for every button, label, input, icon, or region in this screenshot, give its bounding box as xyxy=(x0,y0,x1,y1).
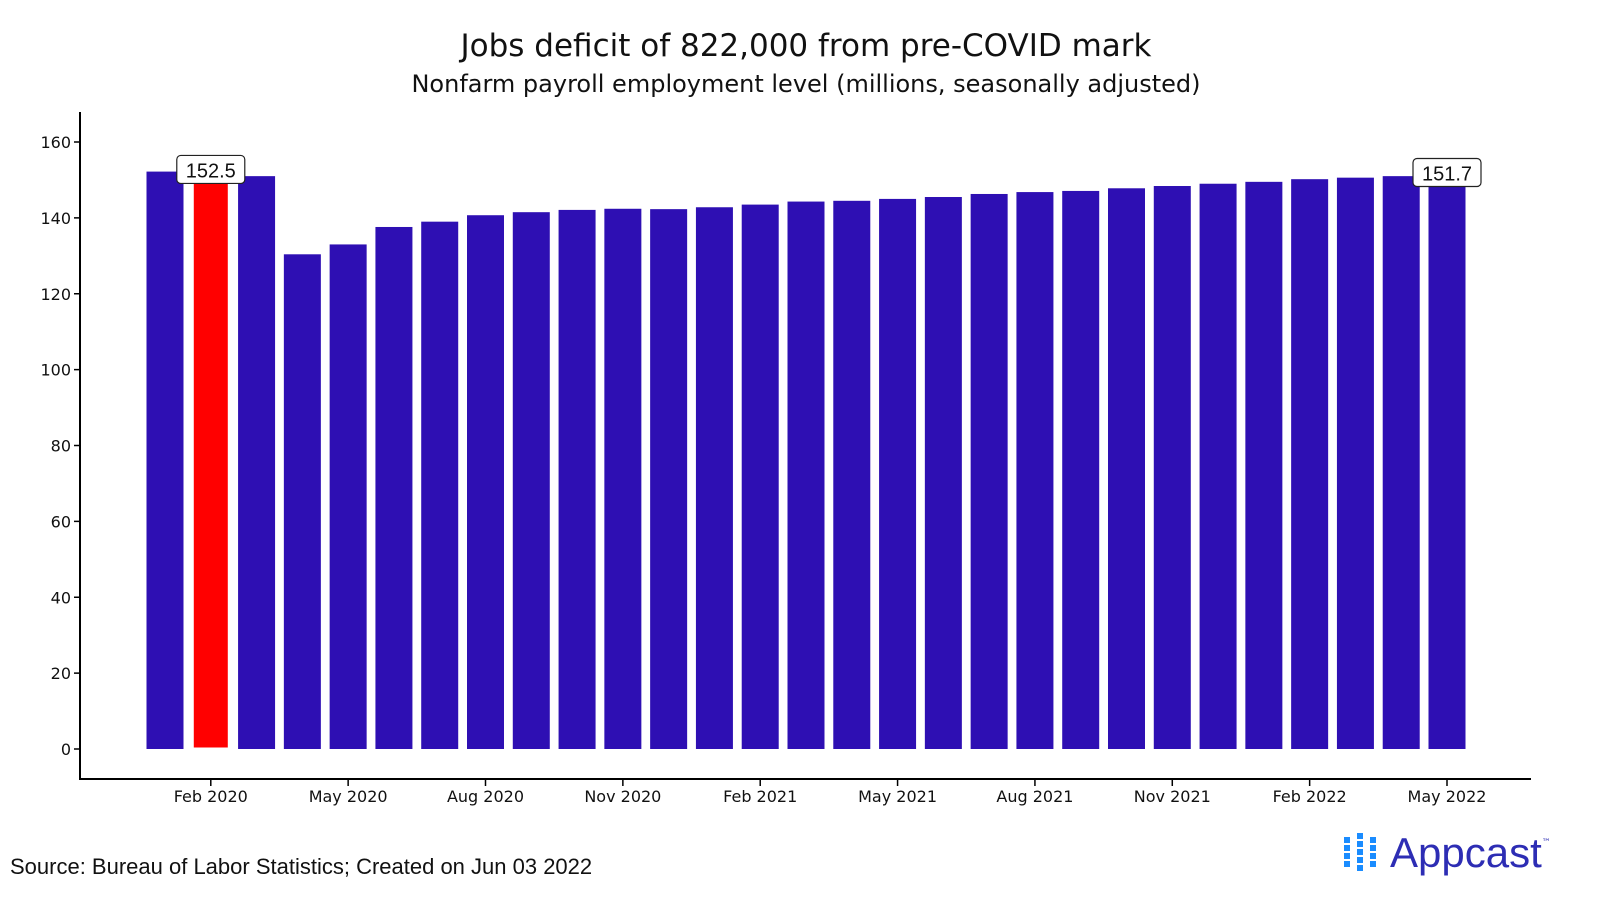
logo-dot xyxy=(1357,841,1363,847)
logo-dot xyxy=(1357,849,1363,855)
logo-dot xyxy=(1344,861,1350,867)
bar xyxy=(1245,181,1283,750)
x-tick-label: Nov 2021 xyxy=(1134,787,1211,806)
bar xyxy=(329,244,367,749)
x-tick-label: Aug 2021 xyxy=(996,787,1073,806)
logo-dot xyxy=(1344,845,1350,851)
bar xyxy=(375,226,413,750)
x-tick-label: Aug 2020 xyxy=(447,787,524,806)
bar xyxy=(650,209,688,750)
x-tick-label: Feb 2021 xyxy=(723,787,797,806)
x-tick-label: Feb 2020 xyxy=(174,787,248,806)
x-tick-label: Nov 2020 xyxy=(584,787,661,806)
logo-dot xyxy=(1344,837,1350,843)
bar xyxy=(467,215,504,750)
y-tick-label: 160 xyxy=(40,133,71,152)
bar xyxy=(741,204,779,750)
logo-dot xyxy=(1344,853,1350,859)
bar xyxy=(1016,192,1054,749)
y-tick-label: 80 xyxy=(51,437,71,456)
logo-dot xyxy=(1357,865,1363,871)
bar xyxy=(283,254,321,750)
logo-dot xyxy=(1370,861,1376,867)
bar xyxy=(190,168,231,751)
y-tick-label: 0 xyxy=(61,740,71,759)
logo-dots-icon xyxy=(1344,833,1376,871)
data-label-box xyxy=(176,154,246,185)
bar xyxy=(604,208,642,749)
y-tick-label: 100 xyxy=(40,361,71,380)
source-note: Source: Bureau of Labor Statistics; Crea… xyxy=(10,854,593,879)
bar xyxy=(1291,179,1329,749)
bar xyxy=(1336,177,1374,749)
bar xyxy=(924,197,962,749)
logo-dot xyxy=(1357,833,1363,839)
logo-dot xyxy=(1370,853,1376,859)
bar xyxy=(512,212,550,749)
bar xyxy=(1108,188,1145,749)
appcast-logo: Appcast ™ xyxy=(1344,832,1551,874)
bar xyxy=(421,221,459,749)
y-tick-label: 20 xyxy=(51,664,71,683)
x-tick-label: May 2020 xyxy=(309,787,388,806)
x-tick-label: May 2021 xyxy=(858,787,937,806)
bar xyxy=(146,171,184,749)
chart-subtitle: Nonfarm payroll employment level (millio… xyxy=(411,70,1201,98)
bar xyxy=(970,193,1008,750)
bar xyxy=(695,207,733,749)
bar xyxy=(1199,183,1237,749)
y-tick-label: 60 xyxy=(51,512,71,531)
chart-title: Jobs deficit of 822,000 from pre-COVID m… xyxy=(460,28,1152,64)
bar xyxy=(787,201,825,749)
bar xyxy=(1062,190,1100,749)
bar xyxy=(1428,173,1466,749)
data-label-box xyxy=(1412,157,1482,188)
data-label: 152.5 xyxy=(186,160,236,182)
bar xyxy=(833,200,871,750)
y-tick-label: 120 xyxy=(40,285,71,304)
x-tick-label: Feb 2022 xyxy=(1273,787,1347,806)
bar xyxy=(879,198,917,749)
logo-text: Appcast xyxy=(1390,829,1542,876)
bar xyxy=(1382,176,1420,750)
data-label: 151.7 xyxy=(1422,163,1472,185)
logo-trademark: ™ xyxy=(1541,838,1551,848)
x-tick-label: May 2022 xyxy=(1408,787,1487,806)
y-tick-label: 40 xyxy=(51,588,71,607)
bar xyxy=(558,209,596,749)
y-tick-label: 140 xyxy=(40,209,71,228)
bar xyxy=(1153,186,1191,749)
bar xyxy=(238,176,276,750)
logo-dot xyxy=(1357,857,1363,863)
logo-dot xyxy=(1370,837,1376,843)
logo-dot xyxy=(1370,845,1376,851)
